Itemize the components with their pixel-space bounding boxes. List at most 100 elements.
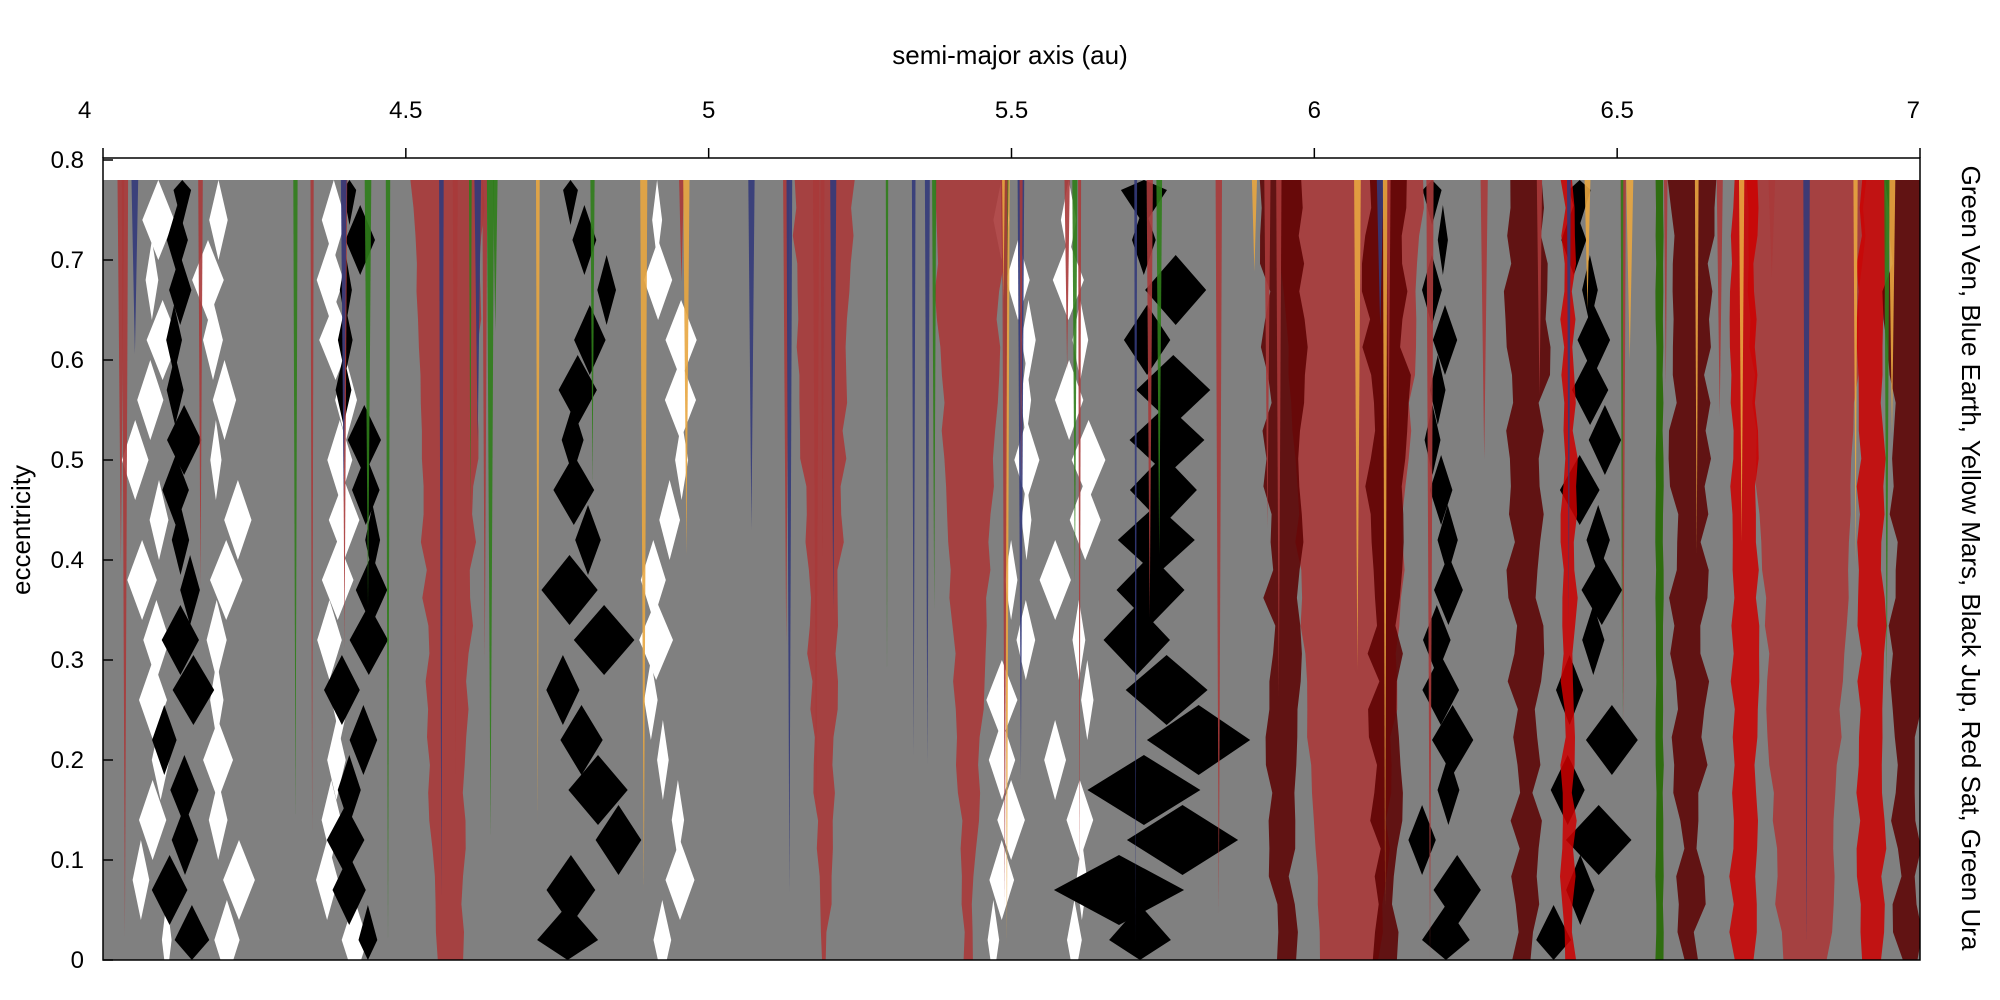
resonance-line — [1853, 180, 1858, 564]
stable-island — [316, 240, 344, 320]
resonance-line — [1354, 180, 1361, 670]
resonance-line — [293, 180, 298, 819]
stable-island — [640, 540, 666, 620]
resonance-line — [830, 180, 837, 609]
y-tick-label: 0.2 — [51, 747, 84, 774]
jupiter-unstable-cell — [1430, 355, 1446, 425]
jupiter-unstable-cell — [324, 655, 360, 725]
jupiter-unstable-cell — [162, 455, 189, 525]
stable-island — [210, 420, 222, 500]
resonance-line — [1664, 180, 1668, 386]
stable-island — [209, 180, 228, 260]
stable-island — [652, 180, 663, 260]
stable-island — [121, 420, 149, 500]
stable-island — [1021, 480, 1032, 560]
resonance-line — [131, 180, 139, 355]
saturn-unstable-band — [1856, 180, 1887, 960]
jupiter-unstable-cell — [572, 205, 597, 275]
jupiter-unstable-cell — [597, 255, 616, 325]
jupiter-unstable-cell — [1117, 505, 1195, 575]
stable-island — [664, 360, 696, 440]
jupiter-unstable-cell — [1432, 305, 1458, 375]
y-tick-label: 0.7 — [51, 247, 84, 274]
x-tick-label: 5.5 — [995, 97, 1028, 124]
resonance-line — [679, 180, 684, 282]
jupiter-unstable-cell — [1437, 755, 1460, 825]
resonance-line — [1884, 180, 1890, 686]
stable-island — [659, 480, 680, 560]
resonance-line — [640, 180, 648, 891]
resonance-line — [1739, 180, 1745, 543]
saturn-unstable-band — [1729, 180, 1760, 960]
jupiter-unstable-cell — [152, 705, 177, 775]
jupiter-unstable-cell — [166, 305, 182, 375]
resonance-line — [820, 180, 825, 558]
x-tick-label: 6.5 — [1600, 97, 1633, 124]
jupiter-unstable-cell — [560, 705, 603, 775]
resonance-line — [1694, 180, 1699, 554]
stable-island — [986, 660, 1018, 740]
jupiter-unstable-cell — [1422, 905, 1470, 960]
y-tick-label: 0.8 — [51, 147, 84, 174]
y-tick-label: 0.4 — [51, 547, 84, 574]
stable-island — [639, 600, 673, 680]
jupiter-unstable-cell — [1434, 555, 1463, 625]
jupiter-unstable-cell — [546, 655, 580, 725]
jupiter-unstable-cell — [1120, 180, 1167, 225]
resonance-line — [911, 180, 916, 756]
saturn-dark-band — [1361, 180, 1411, 960]
stable-island — [1072, 600, 1086, 680]
jupiter-unstable-cell — [1408, 805, 1436, 875]
jupiter-unstable-cell — [561, 405, 584, 475]
resonance-line — [1382, 180, 1388, 908]
jupiter-unstable-cell — [574, 305, 606, 375]
jupiter-unstable-cell — [595, 805, 642, 875]
resonance-line — [1002, 180, 1008, 906]
jupiter-unstable-cell — [573, 605, 635, 675]
resonance-line — [1768, 180, 1776, 277]
saturn-dark-band — [1503, 180, 1551, 960]
stable-island — [206, 600, 227, 680]
stable-island — [1006, 240, 1030, 320]
stable-island — [1066, 780, 1094, 860]
stable-island — [143, 600, 170, 680]
resonance-line — [469, 180, 472, 512]
x-tick-label: 4 — [78, 97, 91, 124]
stable-island — [665, 840, 695, 920]
stable-island — [208, 780, 228, 860]
stable-island — [212, 360, 237, 440]
stable-island — [988, 720, 1016, 800]
planet-color-legend: Green Ven, Blue Earth, Yellow Mars, Blac… — [1956, 166, 1986, 951]
resonance-line — [1072, 180, 1078, 586]
jupiter-unstable-cell — [1126, 805, 1239, 875]
y-tick-label: 0.5 — [51, 447, 84, 474]
jupiter-unstable-cell — [1586, 505, 1610, 575]
stable-island — [644, 240, 673, 320]
stable-island — [653, 900, 672, 960]
jupiter-unstable-cell — [541, 555, 598, 625]
stable-island — [1067, 900, 1082, 960]
jupiter-unstable-cell — [1129, 455, 1197, 525]
jupiter-unstable-cell — [1422, 655, 1460, 725]
jupiter-unstable-cell — [332, 855, 366, 925]
resonance-line — [1002, 180, 1005, 300]
jupiter-unstable-cell — [151, 855, 188, 925]
jupiter-unstable-cell — [1582, 605, 1605, 675]
resonance-line — [486, 180, 494, 837]
stable-island — [665, 300, 697, 380]
y-axis-title: eccentricity — [6, 465, 36, 595]
stable-island — [989, 840, 1015, 920]
stable-island — [1039, 540, 1071, 620]
jupiter-unstable-cell — [1432, 705, 1474, 775]
jupiter-unstable-cell — [171, 505, 190, 575]
jupiter-unstable-cell — [1145, 255, 1207, 325]
stable-island — [1069, 480, 1101, 560]
saturn-unstable-band — [934, 180, 1006, 960]
stable-island — [203, 300, 223, 380]
jupiter-unstable-cell — [1572, 355, 1609, 425]
stable-island — [987, 900, 1000, 960]
stable-island — [675, 420, 689, 500]
saturn-unstable-band — [792, 180, 855, 960]
jupiter-unstable-cell — [558, 355, 597, 425]
jupiter-unstable-cell — [568, 755, 628, 825]
